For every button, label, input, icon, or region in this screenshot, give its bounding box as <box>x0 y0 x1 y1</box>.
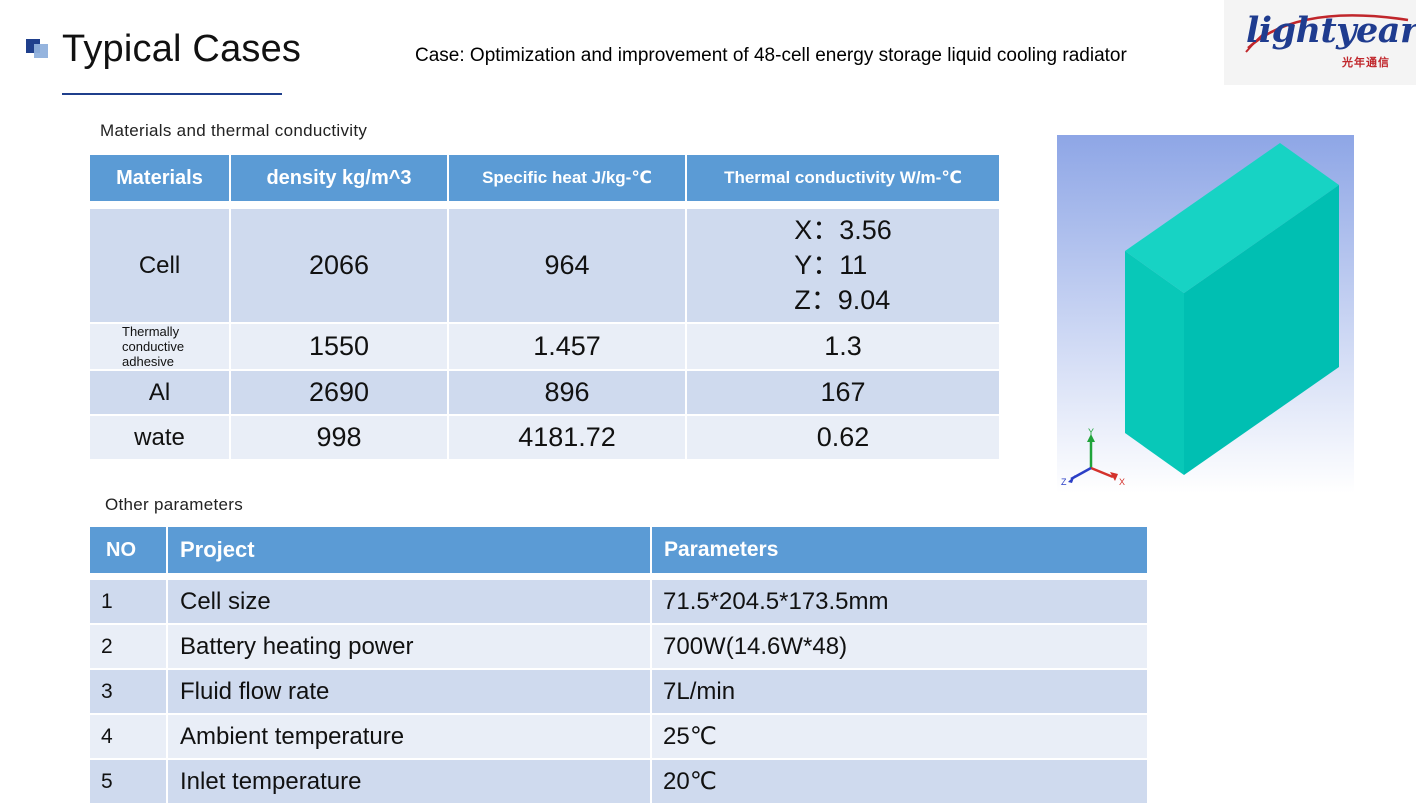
project-name: Cell size <box>166 578 652 625</box>
project-name: Battery heating power <box>166 623 652 670</box>
axis-label-z: Z <box>1061 477 1067 487</box>
material-name: Thermally conductive adhesive <box>88 322 231 371</box>
specific-heat-value: 896 <box>447 369 687 416</box>
project-name: Ambient temperature <box>166 713 652 760</box>
header-project: Project <box>166 525 652 575</box>
row-number: 3 <box>88 668 168 715</box>
conductivity-z: Z：9.04 <box>794 285 891 315</box>
material-name: Cell <box>88 207 231 324</box>
conductivity-y: Y：11 <box>794 250 868 280</box>
axis-label-y: Y <box>1088 427 1094 437</box>
logo-swoosh-icon <box>1245 14 1409 53</box>
logo-wordmark: lightyear <box>1246 10 1416 51</box>
block-front-face <box>1184 185 1339 475</box>
parameters-section-label: Other parameters <box>105 495 244 514</box>
header-density: density kg/m^3 <box>229 153 449 203</box>
density-value: 998 <box>229 414 449 461</box>
title-underline <box>62 93 282 95</box>
table-row: 2 Battery heating power 700W(14.6W*48) <box>88 623 1149 670</box>
row-number: 1 <box>88 578 168 625</box>
materials-header-row: Materials density kg/m^3 Specific heat J… <box>88 153 1001 203</box>
company-logo: lightyear 光年通信 <box>1224 0 1416 85</box>
row-number: 2 <box>88 623 168 670</box>
table-row: 4 Ambient temperature 25℃ <box>88 713 1149 760</box>
header-parameters: Parameters <box>650 525 1149 575</box>
page-title: Typical Cases <box>62 28 302 70</box>
table-row: Cell 2066 964 X：3.56 Y：11 Z：9.04 <box>88 207 1001 324</box>
header-no: NO <box>88 525 168 575</box>
cell-3d-model-view: Y X Z <box>1057 135 1354 493</box>
axis-triad-icon: Y X Z <box>1061 427 1125 487</box>
table-row: Al 2690 896 167 <box>88 369 1001 416</box>
project-name: Fluid flow rate <box>166 668 652 715</box>
density-value: 2066 <box>229 207 449 324</box>
conductivity-value: 167 <box>685 369 1001 416</box>
header-materials: Materials <box>88 153 231 203</box>
parameters-table: NO Project Parameters 1 Cell size 71.5*2… <box>88 525 1149 805</box>
table-row: Thermally conductive adhesive 1550 1.457… <box>88 322 1001 371</box>
block-top-face <box>1125 143 1339 293</box>
specific-heat-value: 1.457 <box>447 322 687 371</box>
parameters-header-row: NO Project Parameters <box>88 525 1149 575</box>
table-row: 5 Inlet temperature 20℃ <box>88 758 1149 805</box>
case-title: Case: Optimization and improvement of 48… <box>415 45 1127 66</box>
row-number: 5 <box>88 758 168 805</box>
specific-heat-value: 4181.72 <box>447 414 687 461</box>
materials-section-label: Materials and thermal conductivity <box>100 121 368 140</box>
table-row: 1 Cell size 71.5*204.5*173.5mm <box>88 578 1149 625</box>
parameter-value: 25℃ <box>650 713 1149 760</box>
material-name: Al <box>88 369 231 416</box>
conductivity-x: X：3.56 <box>794 215 892 245</box>
conductivity-value: 0.62 <box>685 414 1001 461</box>
density-value: 1550 <box>229 322 449 371</box>
conductivity-value: 1.3 <box>685 322 1001 371</box>
header-conductivity: Thermal conductivity W/m-℃ <box>685 153 1001 203</box>
header-specific-heat: Specific heat J/kg-℃ <box>447 153 687 203</box>
parameter-value: 700W(14.6W*48) <box>650 623 1149 670</box>
title-bullet-icon <box>26 39 52 59</box>
material-name: wate <box>88 414 231 461</box>
parameter-value: 20℃ <box>650 758 1149 805</box>
density-value: 2690 <box>229 369 449 416</box>
parameter-value: 71.5*204.5*173.5mm <box>650 578 1149 625</box>
block-left-face <box>1125 251 1184 475</box>
materials-table: Materials density kg/m^3 Specific heat J… <box>88 153 1001 461</box>
specific-heat-value: 964 <box>447 207 687 324</box>
row-number: 4 <box>88 713 168 760</box>
conductivity-value: X：3.56 Y：11 Z：9.04 <box>685 207 1001 324</box>
table-row: wate 998 4181.72 0.62 <box>88 414 1001 461</box>
project-name: Inlet temperature <box>166 758 652 805</box>
axis-label-x: X <box>1119 477 1125 487</box>
parameter-value: 7L/min <box>650 668 1149 715</box>
logo-chinese-text: 光年通信 <box>1342 57 1390 69</box>
table-row: 3 Fluid flow rate 7L/min <box>88 668 1149 715</box>
